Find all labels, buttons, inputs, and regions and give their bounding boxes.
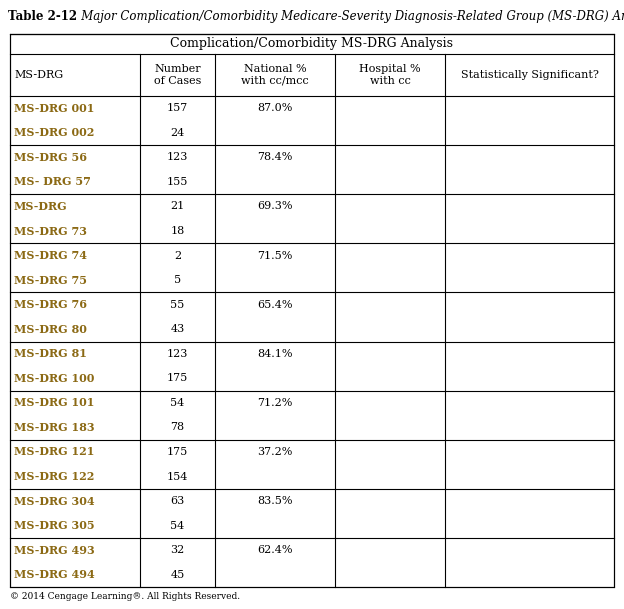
- Text: © 2014 Cengage Learning®. All Rights Reserved.: © 2014 Cengage Learning®. All Rights Res…: [10, 592, 240, 601]
- Text: 71.5%: 71.5%: [257, 250, 293, 261]
- Text: 45: 45: [170, 570, 185, 580]
- Text: 175: 175: [167, 373, 188, 383]
- Text: 65.4%: 65.4%: [257, 300, 293, 309]
- Text: MS-DRG: MS-DRG: [14, 70, 63, 80]
- Text: MS-DRG 80: MS-DRG 80: [14, 324, 87, 335]
- Text: Hospital %
with cc: Hospital % with cc: [359, 64, 421, 86]
- Text: 55: 55: [170, 300, 185, 309]
- Text: 62.4%: 62.4%: [257, 545, 293, 555]
- Text: 5: 5: [174, 275, 181, 285]
- Text: MS-DRG 75: MS-DRG 75: [14, 275, 87, 286]
- Text: Major Complication/Comorbidity Medicare-Severity Diagnosis-Related Group (MS-DRG: Major Complication/Comorbidity Medicare-…: [70, 10, 624, 23]
- Text: 84.1%: 84.1%: [257, 349, 293, 359]
- Text: MS-DRG 101: MS-DRG 101: [14, 398, 94, 409]
- Text: MS-DRG 304: MS-DRG 304: [14, 496, 95, 507]
- Text: 63: 63: [170, 496, 185, 506]
- Text: MS-DRG 73: MS-DRG 73: [14, 225, 87, 236]
- Text: Complication/Comorbidity MS-DRG Analysis: Complication/Comorbidity MS-DRG Analysis: [170, 38, 454, 51]
- Text: MS-DRG 122: MS-DRG 122: [14, 471, 94, 482]
- Text: 43: 43: [170, 324, 185, 334]
- Text: MS-DRG 002: MS-DRG 002: [14, 127, 94, 138]
- Text: 2: 2: [174, 250, 181, 261]
- Text: MS-DRG 81: MS-DRG 81: [14, 348, 87, 359]
- Text: 18: 18: [170, 226, 185, 236]
- Text: Statistically Significant?: Statistically Significant?: [461, 70, 598, 80]
- Text: 69.3%: 69.3%: [257, 202, 293, 211]
- Text: MS-DRG 121: MS-DRG 121: [14, 446, 94, 457]
- Text: Table 2-12: Table 2-12: [8, 10, 77, 23]
- Text: 78.4%: 78.4%: [257, 152, 293, 163]
- Text: 123: 123: [167, 349, 188, 359]
- Text: MS-DRG 76: MS-DRG 76: [14, 299, 87, 310]
- Text: 24: 24: [170, 128, 185, 138]
- Text: 32: 32: [170, 545, 185, 555]
- Text: 83.5%: 83.5%: [257, 496, 293, 506]
- Text: 71.2%: 71.2%: [257, 398, 293, 408]
- Text: 78: 78: [170, 423, 185, 432]
- Text: 157: 157: [167, 104, 188, 113]
- Text: MS-DRG 493: MS-DRG 493: [14, 544, 95, 555]
- Text: MS- DRG 57: MS- DRG 57: [14, 177, 91, 188]
- Text: MS-DRG: MS-DRG: [14, 201, 67, 212]
- Text: 37.2%: 37.2%: [257, 447, 293, 457]
- Text: National %
with cc/mcc: National % with cc/mcc: [241, 64, 309, 86]
- Text: 123: 123: [167, 152, 188, 163]
- Text: 54: 54: [170, 521, 185, 530]
- Text: MS-DRG 494: MS-DRG 494: [14, 569, 95, 580]
- Text: MS-DRG 001: MS-DRG 001: [14, 103, 94, 114]
- Text: MS-DRG 56: MS-DRG 56: [14, 152, 87, 163]
- Text: MS-DRG 305: MS-DRG 305: [14, 520, 95, 531]
- Text: 54: 54: [170, 398, 185, 408]
- Text: 21: 21: [170, 202, 185, 211]
- Text: MS-DRG 183: MS-DRG 183: [14, 422, 95, 433]
- Text: 175: 175: [167, 447, 188, 457]
- Text: 155: 155: [167, 177, 188, 187]
- Text: Number
of Cases: Number of Cases: [154, 64, 201, 86]
- Text: MS-DRG 74: MS-DRG 74: [14, 250, 87, 261]
- Text: MS-DRG 100: MS-DRG 100: [14, 373, 94, 384]
- Text: 154: 154: [167, 471, 188, 482]
- Text: 87.0%: 87.0%: [257, 104, 293, 113]
